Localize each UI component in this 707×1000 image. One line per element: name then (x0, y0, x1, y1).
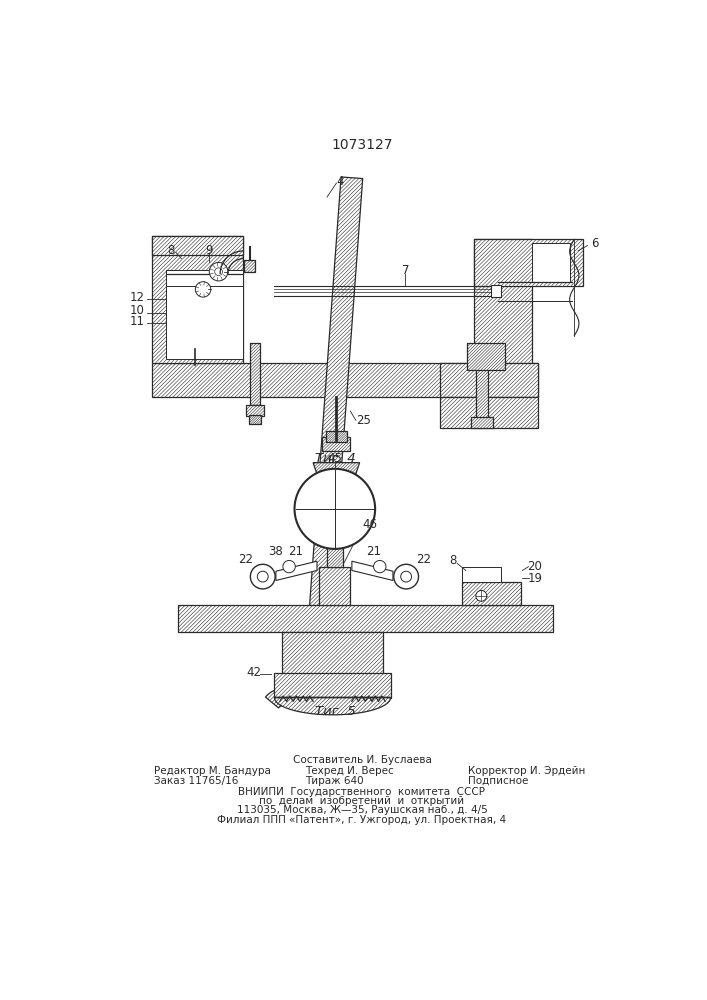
Polygon shape (249, 415, 261, 424)
Polygon shape (532, 243, 571, 282)
Text: 21: 21 (288, 545, 303, 558)
Text: 11: 11 (129, 315, 145, 328)
Text: 8: 8 (168, 244, 175, 257)
Circle shape (195, 282, 211, 297)
Polygon shape (325, 431, 347, 442)
Polygon shape (166, 270, 243, 359)
Polygon shape (190, 340, 201, 349)
Text: Корректор И. Эрдейн: Корректор И. Эрдейн (468, 766, 585, 776)
Circle shape (283, 560, 296, 573)
Polygon shape (474, 239, 532, 363)
Text: 19: 19 (527, 572, 542, 585)
Text: Τиг. 5: Τиг. 5 (315, 705, 355, 718)
Polygon shape (440, 363, 538, 397)
Text: 8: 8 (449, 554, 456, 567)
Text: 20: 20 (527, 560, 542, 573)
Polygon shape (152, 235, 243, 363)
Polygon shape (476, 363, 489, 420)
Polygon shape (472, 417, 493, 428)
Polygon shape (274, 698, 391, 715)
Polygon shape (440, 397, 538, 428)
Text: 9: 9 (205, 244, 212, 257)
Polygon shape (152, 363, 538, 397)
Polygon shape (327, 537, 343, 567)
Text: Заказ 11765/16: Заказ 11765/16 (154, 776, 239, 786)
Text: 38: 38 (269, 545, 284, 558)
Text: 113035, Москва, Ж—35, Раушская наб., д. 4/5: 113035, Москва, Ж—35, Раушская наб., д. … (237, 805, 487, 815)
Text: 12: 12 (129, 291, 145, 304)
Polygon shape (250, 343, 259, 405)
Text: 22: 22 (416, 553, 431, 566)
Text: 45: 45 (327, 452, 342, 465)
Polygon shape (265, 688, 303, 708)
Circle shape (209, 262, 228, 281)
Text: 4: 4 (337, 175, 344, 188)
Text: 46: 46 (362, 518, 378, 531)
Text: 42: 42 (246, 666, 261, 679)
Polygon shape (313, 463, 360, 474)
Circle shape (394, 564, 419, 589)
Ellipse shape (295, 469, 375, 549)
Text: по  делам  изобретений  и  открытий: по делам изобретений и открытий (259, 796, 464, 806)
Circle shape (476, 590, 486, 601)
Text: Составитель И. Буслаева: Составитель И. Буслаева (293, 755, 431, 765)
Polygon shape (462, 582, 521, 605)
Polygon shape (274, 673, 391, 698)
Polygon shape (177, 605, 554, 632)
Polygon shape (322, 437, 351, 451)
Circle shape (401, 571, 411, 582)
Text: 7: 7 (402, 264, 410, 277)
Polygon shape (319, 567, 351, 605)
Circle shape (257, 571, 268, 582)
Polygon shape (282, 632, 383, 674)
Polygon shape (276, 561, 317, 580)
Polygon shape (467, 343, 506, 370)
Polygon shape (303, 177, 363, 706)
Text: 22: 22 (238, 553, 253, 566)
Text: Тираж 640: Тираж 640 (305, 776, 364, 786)
Polygon shape (474, 239, 583, 286)
Polygon shape (152, 235, 243, 255)
Polygon shape (352, 561, 393, 580)
Circle shape (215, 268, 223, 276)
Text: 1073127: 1073127 (331, 138, 392, 152)
Polygon shape (244, 260, 255, 272)
Polygon shape (246, 405, 264, 416)
Text: Подписное: Подписное (468, 776, 529, 786)
Text: Τиг. 4: Τиг. 4 (315, 452, 355, 465)
Text: ВНИИПИ  Государственного  комитета  СССР: ВНИИПИ Государственного комитета СССР (238, 787, 486, 797)
Polygon shape (491, 285, 501, 297)
Text: 25: 25 (356, 414, 371, 427)
Text: Техред И. Верес: Техред И. Верес (305, 766, 394, 776)
Text: 10: 10 (130, 304, 145, 317)
Circle shape (373, 560, 386, 573)
Polygon shape (462, 567, 501, 582)
Circle shape (250, 564, 275, 589)
Text: Филиал ППП «Патент», г. Ужгород, ул. Проектная, 4: Филиал ППП «Патент», г. Ужгород, ул. Про… (217, 815, 506, 825)
Text: Редактор М. Бандура: Редактор М. Бандура (154, 766, 271, 776)
Text: 6: 6 (592, 237, 599, 250)
Text: 21: 21 (366, 545, 381, 558)
